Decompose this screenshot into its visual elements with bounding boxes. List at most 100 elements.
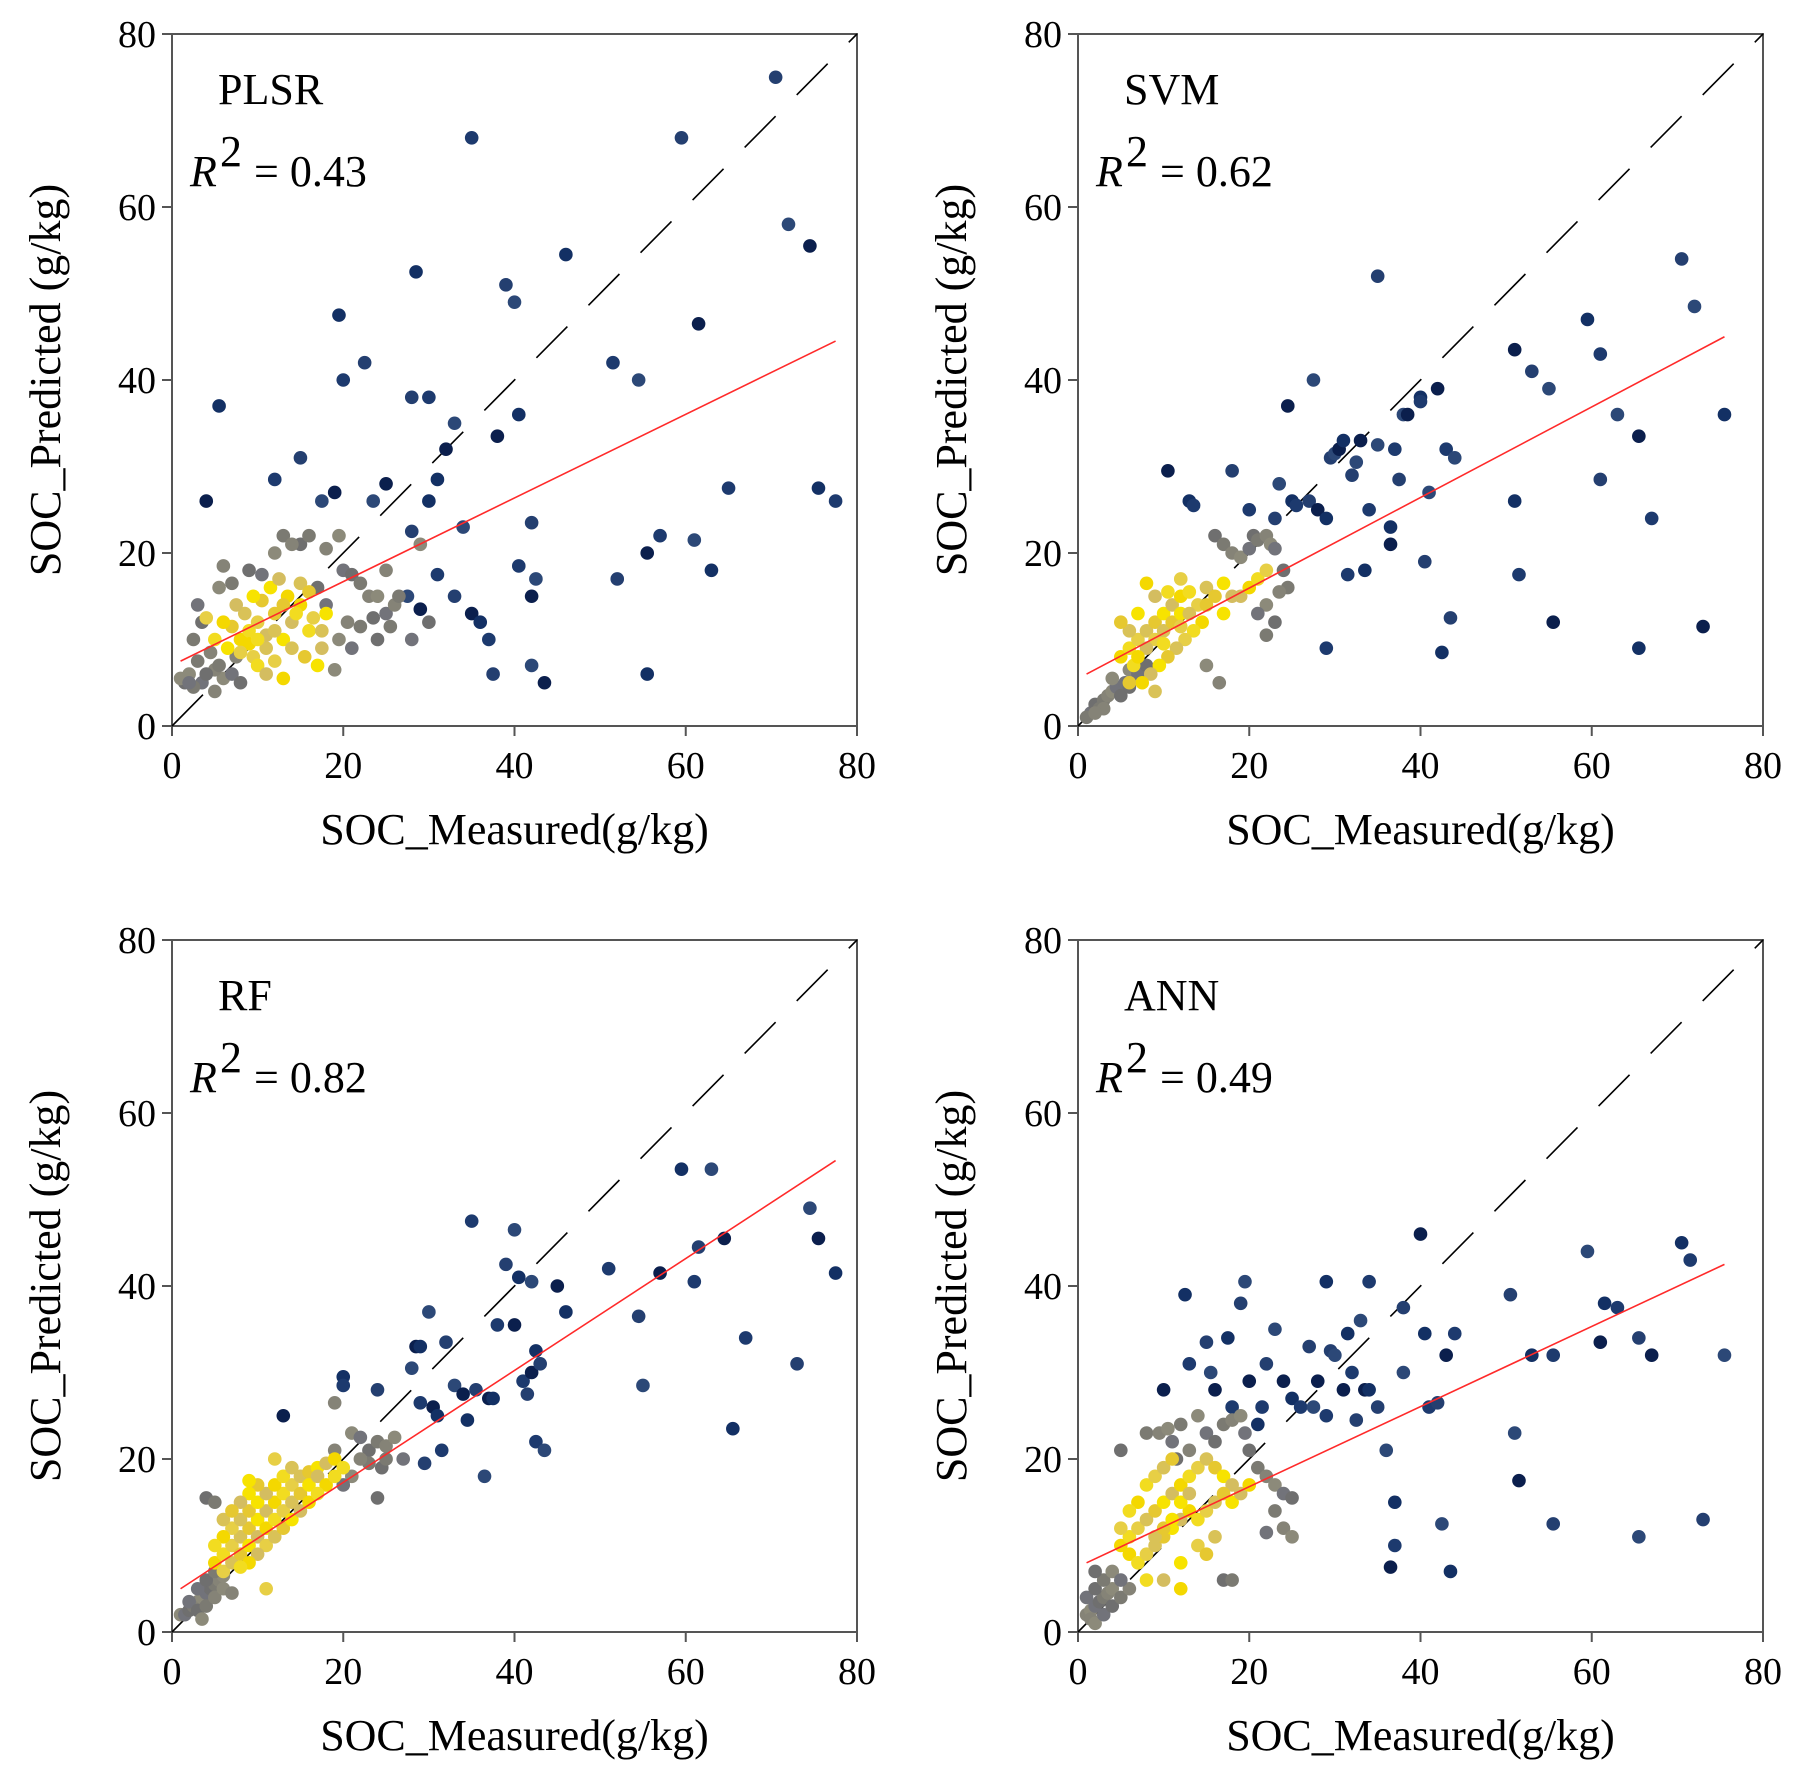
data-point-high <box>524 658 539 673</box>
data-point-high <box>1242 1374 1257 1388</box>
data-point-mid <box>379 1439 393 1453</box>
data-point-low <box>233 1530 248 1544</box>
data-point-mid <box>1259 1525 1274 1540</box>
data-point-high <box>413 1395 428 1410</box>
data-point-low <box>1156 637 1171 651</box>
data-point-low <box>285 641 299 655</box>
data-point-low <box>267 624 282 638</box>
data-point-high <box>1319 641 1334 655</box>
data-point-low <box>1122 675 1137 690</box>
data-point-low <box>250 632 265 647</box>
data-point-low <box>233 1560 248 1574</box>
data-point-high <box>199 494 214 508</box>
data-point-mid <box>1173 1417 1188 1432</box>
data-point-low <box>1191 1512 1205 1527</box>
data-point-high <box>422 1305 436 1319</box>
data-point-low <box>1131 1521 1145 1535</box>
data-point-high <box>1580 1244 1595 1259</box>
data-point-high <box>332 308 346 322</box>
data-point-high <box>1362 502 1376 517</box>
data-point-low <box>1131 1556 1145 1570</box>
data-point-low <box>250 1547 265 1561</box>
data-point-low <box>1148 684 1162 699</box>
data-point-high <box>212 399 226 413</box>
x-tick-label: 80 <box>838 1651 876 1693</box>
data-point-low <box>1199 1452 1214 1466</box>
data-point-low <box>1208 1460 1222 1475</box>
data-point-low <box>1131 1495 1145 1510</box>
data-point-mid <box>362 1443 376 1458</box>
data-point-mid <box>203 645 218 660</box>
data-point-low <box>1173 1495 1188 1510</box>
data-point-mid <box>1088 1581 1102 1596</box>
data-point-mid <box>199 667 214 681</box>
y-axis-label: SOC_Predicted (g/kg) <box>21 1090 70 1482</box>
x-axis-label: SOC_Measured(g/kg) <box>320 1711 709 1760</box>
data-point-high <box>1203 1365 1218 1380</box>
data-point-high <box>1186 498 1201 513</box>
data-point-high <box>434 1443 449 1458</box>
data-point-mid <box>285 537 299 552</box>
data-point-high <box>1644 1348 1659 1362</box>
data-point-high <box>691 316 706 331</box>
data-point-high <box>1340 567 1355 582</box>
y-tick-label: 20 <box>1024 533 1062 575</box>
data-point-low <box>216 1530 231 1544</box>
data-point-low <box>263 580 278 595</box>
data-point-low <box>242 624 256 638</box>
y-tick-label: 80 <box>1024 920 1062 962</box>
data-point-high <box>379 477 393 491</box>
data-point-low <box>1195 615 1209 629</box>
data-point-low <box>233 645 248 660</box>
data-point-low <box>1148 589 1162 604</box>
data-point-low <box>233 1547 248 1561</box>
data-point-mid <box>370 1491 385 1505</box>
data-point-high <box>1251 1417 1265 1432</box>
data-point-low <box>315 624 329 638</box>
data-point-low <box>276 598 291 612</box>
data-point-mid <box>1208 528 1222 543</box>
data-point-low <box>1208 1530 1222 1544</box>
data-point-high <box>1696 1512 1710 1527</box>
data-point-high <box>417 1456 432 1471</box>
data-point-high <box>1370 438 1385 452</box>
data-point-high <box>1610 1300 1625 1315</box>
data-point-mid <box>353 576 368 591</box>
data-point-low <box>293 1486 308 1501</box>
data-point-high <box>464 606 479 621</box>
data-point-low <box>1165 1512 1179 1527</box>
data-point-low <box>267 1478 282 1492</box>
data-point-low <box>225 1538 239 1553</box>
data-point-high <box>1178 1287 1192 1302</box>
data-point-low <box>250 615 265 629</box>
data-point-high <box>1242 502 1257 517</box>
data-point-mid <box>327 1395 342 1410</box>
y-tick-label: 40 <box>118 1266 156 1308</box>
data-point-mid <box>1114 1590 1128 1605</box>
data-point-mid <box>1272 585 1287 599</box>
data-point-low <box>276 1486 291 1501</box>
data-point-low <box>1225 1478 1239 1492</box>
data-point-low <box>1122 1504 1137 1518</box>
data-point-high <box>1358 563 1372 578</box>
x-tick-label: 60 <box>667 745 705 787</box>
data-point-mid <box>1285 1530 1299 1544</box>
data-point-low <box>302 1495 316 1510</box>
data-point-high <box>768 70 783 85</box>
data-point-high <box>781 217 796 232</box>
data-point-low <box>1161 585 1175 599</box>
data-point-low <box>1139 1547 1154 1561</box>
y-tick-label: 20 <box>1024 1439 1062 1481</box>
data-point-mid <box>387 1430 402 1445</box>
y-tick-label: 80 <box>1024 14 1062 56</box>
data-point-mid <box>208 1590 222 1605</box>
data-point-mid <box>1268 1478 1282 1492</box>
data-point-high <box>1439 1348 1453 1362</box>
data-point-high <box>267 472 282 487</box>
data-point-high <box>1546 1517 1561 1531</box>
data-point-low <box>315 641 329 655</box>
data-point-high <box>1593 1335 1608 1350</box>
data-point-high <box>456 1387 470 1401</box>
data-point-low <box>276 671 291 686</box>
x-tick-label: 20 <box>324 745 362 787</box>
